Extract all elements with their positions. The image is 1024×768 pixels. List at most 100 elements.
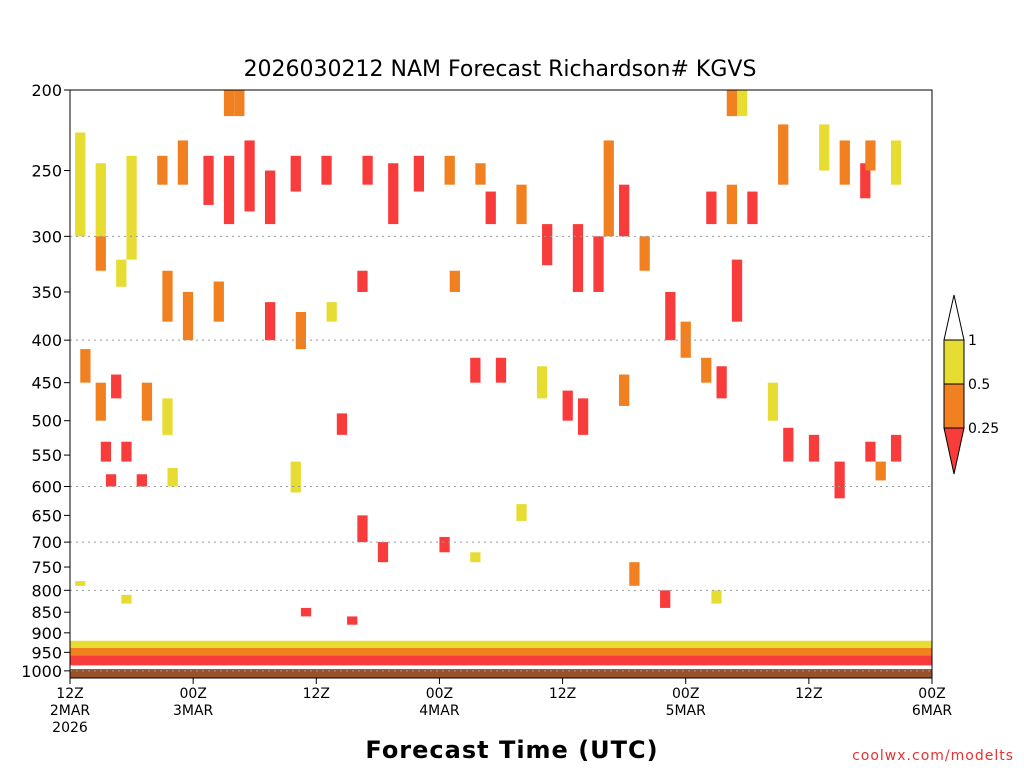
ground-fill	[70, 669, 932, 678]
ri-cell	[444, 155, 455, 185]
ri-cell	[177, 140, 189, 185]
ri-cell	[290, 155, 301, 192]
x-tick-label: 12Z	[549, 686, 576, 702]
x-tick-label: 5MAR	[666, 703, 707, 719]
ri-cell	[449, 270, 460, 292]
ri-cell	[737, 90, 748, 117]
ri-cell	[264, 302, 276, 341]
ri-cell	[223, 155, 235, 225]
ri-cell	[603, 140, 614, 237]
ri-cell	[100, 441, 112, 462]
colorbar-below-triangle	[943, 427, 965, 475]
ri-cell	[485, 191, 496, 225]
ri-cell	[162, 398, 173, 435]
ri-cell	[111, 374, 122, 399]
ri-cell	[660, 590, 671, 608]
ri-cell	[162, 270, 173, 322]
ri-cell	[875, 461, 886, 481]
colorbar-above-triangle	[943, 294, 965, 341]
colorbar-segment-orange	[943, 383, 965, 429]
ri-cell	[377, 542, 389, 563]
y-tick-label: 400	[31, 331, 62, 350]
ri-cell	[321, 155, 332, 185]
ri-band	[70, 640, 932, 648]
plot-area	[69, 89, 933, 679]
ri-cell	[890, 140, 902, 185]
ri-cell	[731, 259, 743, 322]
x-tick-label: 00Z	[179, 686, 206, 702]
ri-cell	[136, 474, 147, 487]
ri-cell	[629, 562, 640, 586]
ri-cell	[126, 155, 137, 260]
y-tick-label: 350	[31, 283, 62, 302]
ri-cell	[890, 434, 902, 462]
x-tick-label: 12Z	[303, 686, 330, 702]
ri-cell	[326, 302, 337, 322]
ri-cell	[562, 390, 573, 421]
ri-cell	[75, 581, 86, 586]
ri-cell	[726, 90, 738, 117]
ri-cell	[516, 504, 527, 521]
ri-cell	[860, 163, 871, 199]
ri-cell	[290, 461, 301, 493]
ri-cell	[619, 374, 630, 406]
chart-title: 2026030212 NAM Forecast Richardson# KGVS	[244, 57, 757, 82]
x-tick-label: 00Z	[672, 686, 699, 702]
ri-cell	[839, 140, 850, 185]
ri-cell	[808, 434, 820, 462]
ri-cell	[783, 427, 794, 462]
y-tick-label: 750	[31, 558, 62, 577]
ri-cell	[75, 132, 86, 237]
ri-cell	[213, 281, 224, 322]
y-axis: 200 250 300 350 400 450 500 550 600 650 700 750 800 8…	[21, 81, 70, 681]
ri-cell	[141, 382, 153, 421]
x-tick-label: 12Z	[56, 686, 83, 702]
y-tick-label: 850	[31, 603, 62, 622]
ri-cell	[167, 467, 178, 487]
ri-cell	[413, 155, 425, 192]
ri-cell	[300, 607, 312, 617]
ri-band	[70, 647, 932, 656]
x-tick-label: 12Z	[795, 686, 822, 702]
ri-cell	[295, 312, 307, 350]
ri-cell	[516, 184, 527, 225]
ri-cell	[577, 398, 589, 435]
ri-cell	[475, 163, 486, 185]
ri-cell	[470, 357, 481, 383]
ri-cell	[639, 236, 650, 271]
ri-cell	[747, 191, 758, 225]
ri-cell	[80, 349, 91, 383]
ri-cell	[470, 552, 481, 563]
ri-cell	[388, 163, 399, 225]
ri-cell	[726, 184, 738, 225]
x-tick-label: 00Z	[426, 686, 453, 702]
ri-band	[70, 655, 932, 666]
ri-cell	[157, 155, 168, 185]
plot-frame	[69, 89, 933, 679]
ri-cell	[865, 441, 876, 462]
x-tick-label: 3MAR	[173, 703, 214, 719]
ri-cell	[701, 357, 712, 383]
y-tick-label: 900	[31, 624, 62, 643]
x-tick-label: 00Z	[918, 686, 945, 702]
ri-cell	[665, 291, 676, 341]
ri-cell	[819, 124, 830, 171]
ri-cell	[105, 474, 117, 487]
ri-cell	[542, 224, 553, 266]
x-axis-label: Forecast Time (UTC)	[365, 736, 658, 764]
ri-cell	[357, 515, 368, 543]
y-tick-label: 800	[31, 581, 62, 600]
x-tick-label: 4MAR	[419, 703, 460, 719]
y-tick-label: 450	[31, 374, 62, 393]
y-tick-label: 650	[31, 506, 62, 525]
x-tick-label: 2026	[52, 720, 88, 736]
y-tick-label: 600	[31, 477, 62, 496]
ri-cell	[223, 90, 235, 117]
ri-cell	[357, 270, 368, 292]
x-tick-label: 6MAR	[912, 703, 953, 719]
y-tick-label: 700	[31, 533, 62, 552]
ri-cell	[619, 184, 630, 237]
y-tick-label: 200	[31, 81, 62, 100]
colorbar-level-label: 0.5	[968, 377, 990, 393]
